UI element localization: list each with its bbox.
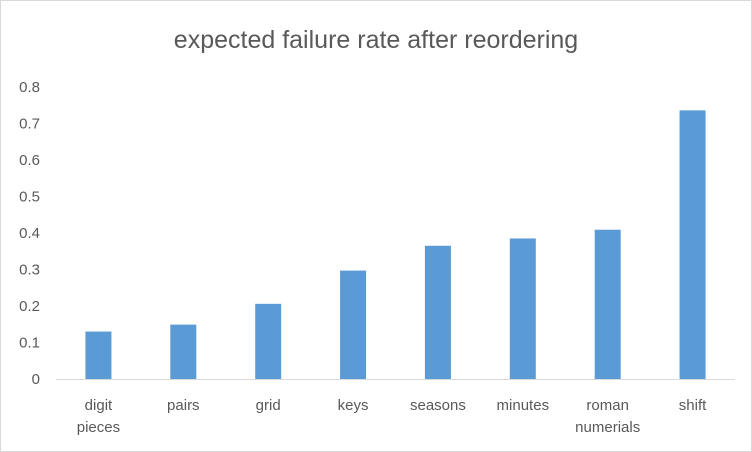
- bar: [594, 229, 621, 379]
- bar: [85, 331, 112, 379]
- bar: [340, 270, 367, 379]
- x-category-label-line: seasons: [410, 397, 466, 414]
- x-category-label-line: shift: [679, 397, 707, 414]
- bars: [85, 110, 706, 380]
- x-category-label-line: numerials: [575, 419, 640, 436]
- x-category-label-line: keys: [338, 397, 369, 414]
- x-category-label-line: pairs: [167, 397, 200, 414]
- bar: [509, 238, 536, 379]
- x-category-label-line: roman: [586, 397, 629, 414]
- bar: [424, 245, 451, 379]
- y-tick-label: 0.7: [19, 116, 40, 133]
- chart-title: expected failure rate after reordering: [173, 26, 579, 54]
- x-category-label-line: pieces: [77, 419, 120, 436]
- x-category-label: shift: [679, 397, 707, 414]
- bar: [170, 324, 197, 379]
- x-category-label-line: digit: [85, 397, 113, 414]
- y-tick-label: 0: [32, 371, 40, 388]
- x-category-label: roman numerials: [575, 397, 640, 436]
- y-tick-label: 0.6: [19, 152, 40, 169]
- x-category-label: keys: [338, 397, 369, 414]
- y-tick-label: 0.4: [19, 225, 40, 242]
- y-tick-label: 0.2: [19, 298, 40, 315]
- bar: [255, 303, 282, 379]
- y-tick-label: 0.8: [19, 79, 40, 96]
- x-category-label-line: grid: [256, 397, 281, 414]
- x-axis-category-labels: digit pieces pairs grid keys seasons minutes ro…: [77, 397, 707, 436]
- x-category-label: minutes: [497, 397, 550, 414]
- y-tick-label: 0.3: [19, 262, 40, 279]
- x-category-label: pairs: [167, 397, 200, 414]
- y-axis-tick-labels: 0 0.1 0.2 0.3 0.4 0.5 0.6 0.7 0.8: [19, 79, 40, 388]
- bar: [679, 110, 706, 380]
- y-tick-label: 0.5: [19, 189, 40, 206]
- x-category-label: digit pieces: [77, 397, 120, 436]
- y-tick-label: 0.1: [19, 335, 40, 352]
- x-category-label: grid: [256, 397, 281, 414]
- x-category-label: seasons: [410, 397, 466, 414]
- x-category-label-line: minutes: [497, 397, 550, 414]
